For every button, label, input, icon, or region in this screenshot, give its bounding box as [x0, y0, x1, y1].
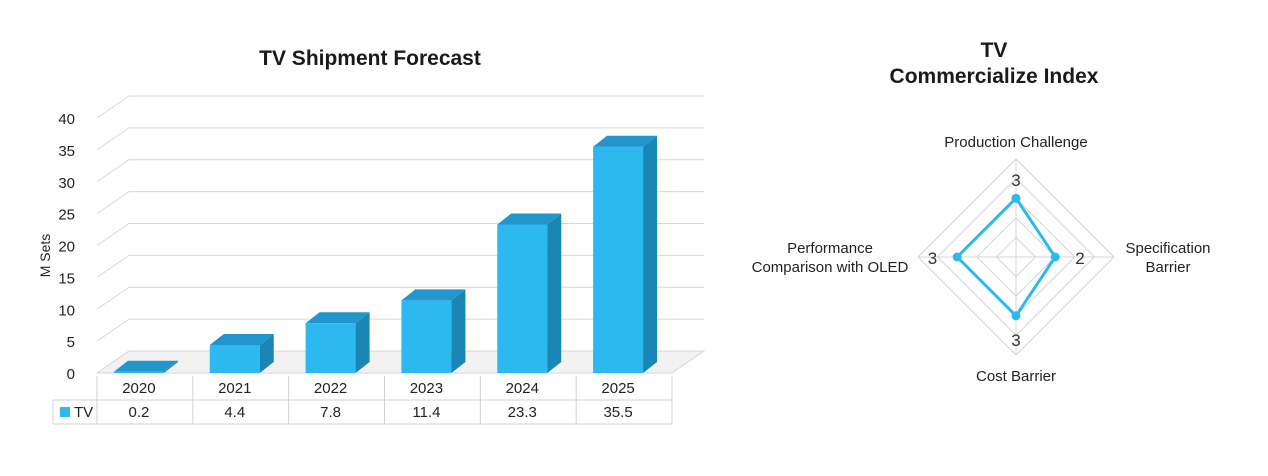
- x-tick-label: 2024: [506, 380, 539, 397]
- radar-axis-label: Specification Barrier: [1125, 240, 1210, 276]
- radar-axis-label: Performance Comparison with OLED: [752, 240, 909, 276]
- radar-point: [1011, 311, 1021, 321]
- bar-front: [401, 300, 452, 373]
- bar: [209, 333, 274, 373]
- grid-depth-line: [96, 318, 130, 342]
- grid-depth-line: [96, 254, 130, 278]
- bar-front: [209, 344, 260, 373]
- radar-title-line-1: TV: [980, 39, 1008, 62]
- grid-depth-line: [96, 286, 130, 310]
- x-tick-label: 2022: [314, 380, 347, 397]
- x-tick-label: 2021: [218, 380, 251, 397]
- radar-point: [1050, 252, 1060, 262]
- bar: [113, 360, 178, 373]
- data-label: 4.4: [224, 404, 245, 421]
- radar-axis-label-line: Specification: [1125, 240, 1210, 257]
- grid-depth-line: [96, 127, 130, 151]
- bar-side: [355, 312, 370, 373]
- radar-axis-label-line: Barrier: [1145, 259, 1190, 276]
- radar-point: [952, 252, 962, 262]
- radar-chart: 3 2 3 3 Production Challenge Specification Bar…: [752, 134, 1211, 385]
- radar-axis-label: Cost Barrier: [976, 368, 1056, 385]
- y-tick-label: 40: [58, 111, 75, 128]
- y-tick-label: 0: [67, 366, 75, 383]
- radar-axis-label-line: Production Challenge: [944, 134, 1087, 151]
- radar-axis-label-line: Cost Barrier: [976, 368, 1056, 385]
- radar-value-label: 3: [928, 249, 937, 268]
- data-label: 0.2: [128, 404, 149, 421]
- x-tick-label: 2020: [122, 380, 155, 397]
- y-tick-label: 5: [67, 334, 75, 351]
- radar-point: [1011, 193, 1021, 203]
- y-tick-label: 20: [58, 239, 75, 256]
- bar: [593, 135, 658, 373]
- data-label: 11.4: [412, 404, 440, 421]
- legend-label: TV: [74, 404, 93, 421]
- bar-top: [305, 312, 370, 324]
- bar-top: [593, 135, 658, 147]
- data-label: 35.5: [603, 404, 632, 421]
- bar-front: [305, 323, 356, 373]
- bar-front: [113, 371, 164, 373]
- bar-side: [547, 213, 562, 373]
- y-axis-title: M Sets: [37, 234, 53, 278]
- radar-axis-label-line: Comparison with OLED: [752, 259, 909, 276]
- bar-chart-title: TV Shipment Forecast: [259, 47, 481, 70]
- grid-depth-line: [96, 191, 130, 215]
- bar: [497, 213, 562, 373]
- y-tick-label: 30: [58, 175, 75, 192]
- data-label: 7.8: [320, 404, 341, 421]
- y-tick-label: 10: [58, 302, 75, 319]
- bar-top: [113, 360, 178, 372]
- x-tick-label: 2025: [601, 380, 634, 397]
- data-label: 23.3: [508, 404, 537, 421]
- radar-axis-label: Production Challenge: [944, 134, 1087, 151]
- radar-value-label: 3: [1011, 331, 1020, 350]
- bar-side: [643, 135, 658, 373]
- radar-axis-label-line: Performance: [787, 240, 873, 257]
- radar-title-line-2: Commercialize Index: [889, 65, 1099, 88]
- y-tick-label: 35: [58, 143, 75, 160]
- bar-front: [593, 146, 644, 373]
- radar-value-label: 3: [1011, 171, 1020, 190]
- radar-chart-panel: TV Commercialize Index 3 2 3 3 Production Ch…: [720, 0, 1268, 471]
- bar-top: [209, 333, 274, 345]
- x-tick-label: 2023: [410, 380, 443, 397]
- bar-side: [259, 333, 274, 373]
- legend-swatch: [60, 407, 70, 417]
- y-tick-label: 15: [58, 270, 75, 287]
- y-tick-label: 25: [58, 207, 75, 224]
- grid-depth-line: [96, 159, 130, 183]
- radar-chart-title: TV Commercialize Index: [720, 38, 1268, 90]
- bar-top: [497, 213, 562, 225]
- bar-side: [163, 360, 178, 373]
- grid-depth-line: [96, 223, 130, 246]
- bar-front: [497, 224, 548, 373]
- bar-top: [401, 289, 466, 301]
- bar-chart-panel: TV Shipment Forecast 0 5 10 15 20 25 30 35 40 M S…: [37, 47, 706, 425]
- bar: [305, 312, 370, 373]
- radar-value-label: 2: [1075, 249, 1084, 268]
- grid-depth-line: [96, 95, 130, 119]
- bar: [401, 289, 466, 373]
- bar-side: [451, 289, 466, 373]
